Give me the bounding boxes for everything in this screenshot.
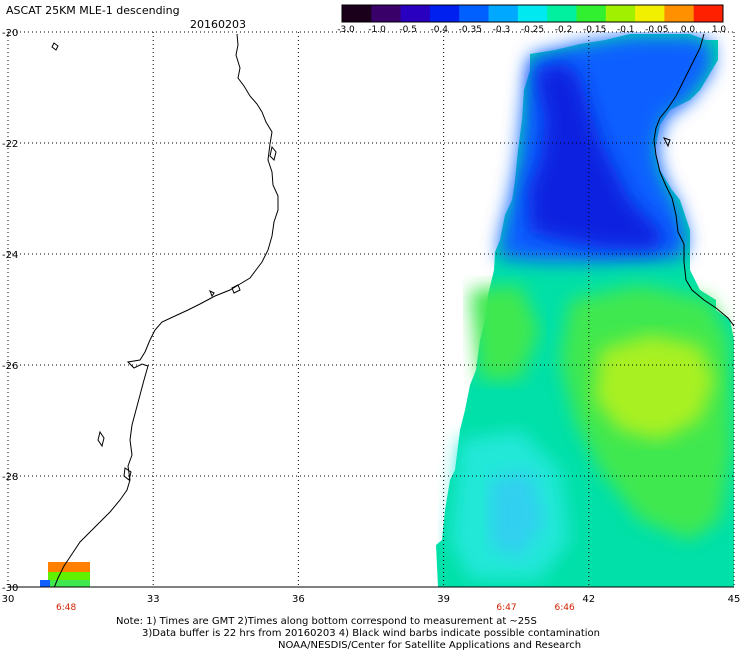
- coastline: [51, 33, 734, 587]
- lat-lon-grid: [7, 31, 735, 588]
- lat-tick-label: -28: [2, 472, 18, 483]
- note-line-1: Note: 1) Times are GMT 2)Times along bot…: [116, 616, 537, 627]
- colorbar-segment: [605, 5, 636, 22]
- colorbar-label: -0.4: [430, 25, 448, 35]
- colorbar-label: -0.1: [617, 25, 635, 35]
- colorbar-segment: [342, 5, 372, 22]
- lon-tick-label: 36: [292, 594, 305, 605]
- colorbar-frame: [341, 4, 724, 23]
- time-label: 6:46: [554, 603, 574, 613]
- coastline-main: [53, 33, 279, 587]
- colorbar-segment: [693, 5, 724, 22]
- colorbar-segment: [488, 5, 519, 22]
- colorbar-label: 0.0: [681, 25, 696, 35]
- colorbar-segment: [429, 5, 460, 22]
- colorbar-label: -0.3: [493, 25, 511, 35]
- swath-darkblue-core: [528, 62, 665, 250]
- colorbar-label: -0.25: [521, 25, 544, 35]
- lon-tick-label: 30: [2, 594, 15, 605]
- colorbar-label: -1.0: [368, 25, 386, 35]
- colorbar-label: -3.0: [337, 25, 355, 35]
- time-labels: 6:48 6:47 6:46: [56, 603, 575, 613]
- coastline-east: [653, 33, 734, 327]
- note-line-3: NOAA/NESDIS/Center for Satellite Applica…: [278, 640, 582, 651]
- swath-data: [40, 34, 734, 587]
- colorbar-segment: [459, 5, 490, 22]
- note-line-2: 3)Data buffer is 22 hrs from 20160203 4)…: [142, 628, 600, 639]
- lon-tick-label: 45: [728, 594, 740, 605]
- lat-tick-label: -24: [2, 250, 18, 261]
- swath-yellowgreen-region: [595, 335, 715, 440]
- colorbar: -3.0 -1.0 -0.5 -0.4 -0.35 -0.3 -0.25 -0.2 -0.15 -…: [337, 4, 727, 35]
- colorbar-label: -0.35: [459, 25, 482, 35]
- colorbar-label: -0.05: [645, 25, 668, 35]
- time-label: 6:48: [56, 603, 76, 613]
- colorbar-segment: [547, 5, 577, 22]
- colorbar-segment: [664, 5, 695, 22]
- lat-tick-label: -22: [2, 139, 18, 150]
- colorbar-label: -0.5: [399, 25, 417, 35]
- swath-west-green: [470, 285, 540, 380]
- map-date: 20160203: [190, 18, 246, 31]
- axis-labels: 30 33 36 39 42 45 -20 -22 -24 -26 -28 -30: [2, 28, 740, 605]
- lon-tick-label: 39: [437, 594, 450, 605]
- colorbar-label: -0.2: [555, 25, 573, 35]
- lon-tick-label: 42: [582, 594, 595, 605]
- lat-tick-label: -26: [2, 361, 18, 372]
- colorbar-segment: [635, 5, 665, 22]
- colorbar-segment: [576, 5, 607, 22]
- swath-lightblue-patch: [490, 470, 545, 560]
- map-title: ASCAT 25KM MLE-1 descending: [6, 4, 180, 17]
- colorbar-label: -0.15: [583, 25, 606, 35]
- colorbar-label: 1.0: [712, 25, 727, 35]
- colorbar-segment: [371, 5, 402, 22]
- lat-tick-label: -20: [2, 28, 18, 39]
- colorbar-segment: [400, 5, 431, 22]
- colorbar-segment: [517, 5, 548, 22]
- time-label: 6:47: [496, 603, 516, 613]
- lon-tick-label: 33: [147, 594, 160, 605]
- lat-tick-label: -30: [2, 583, 18, 594]
